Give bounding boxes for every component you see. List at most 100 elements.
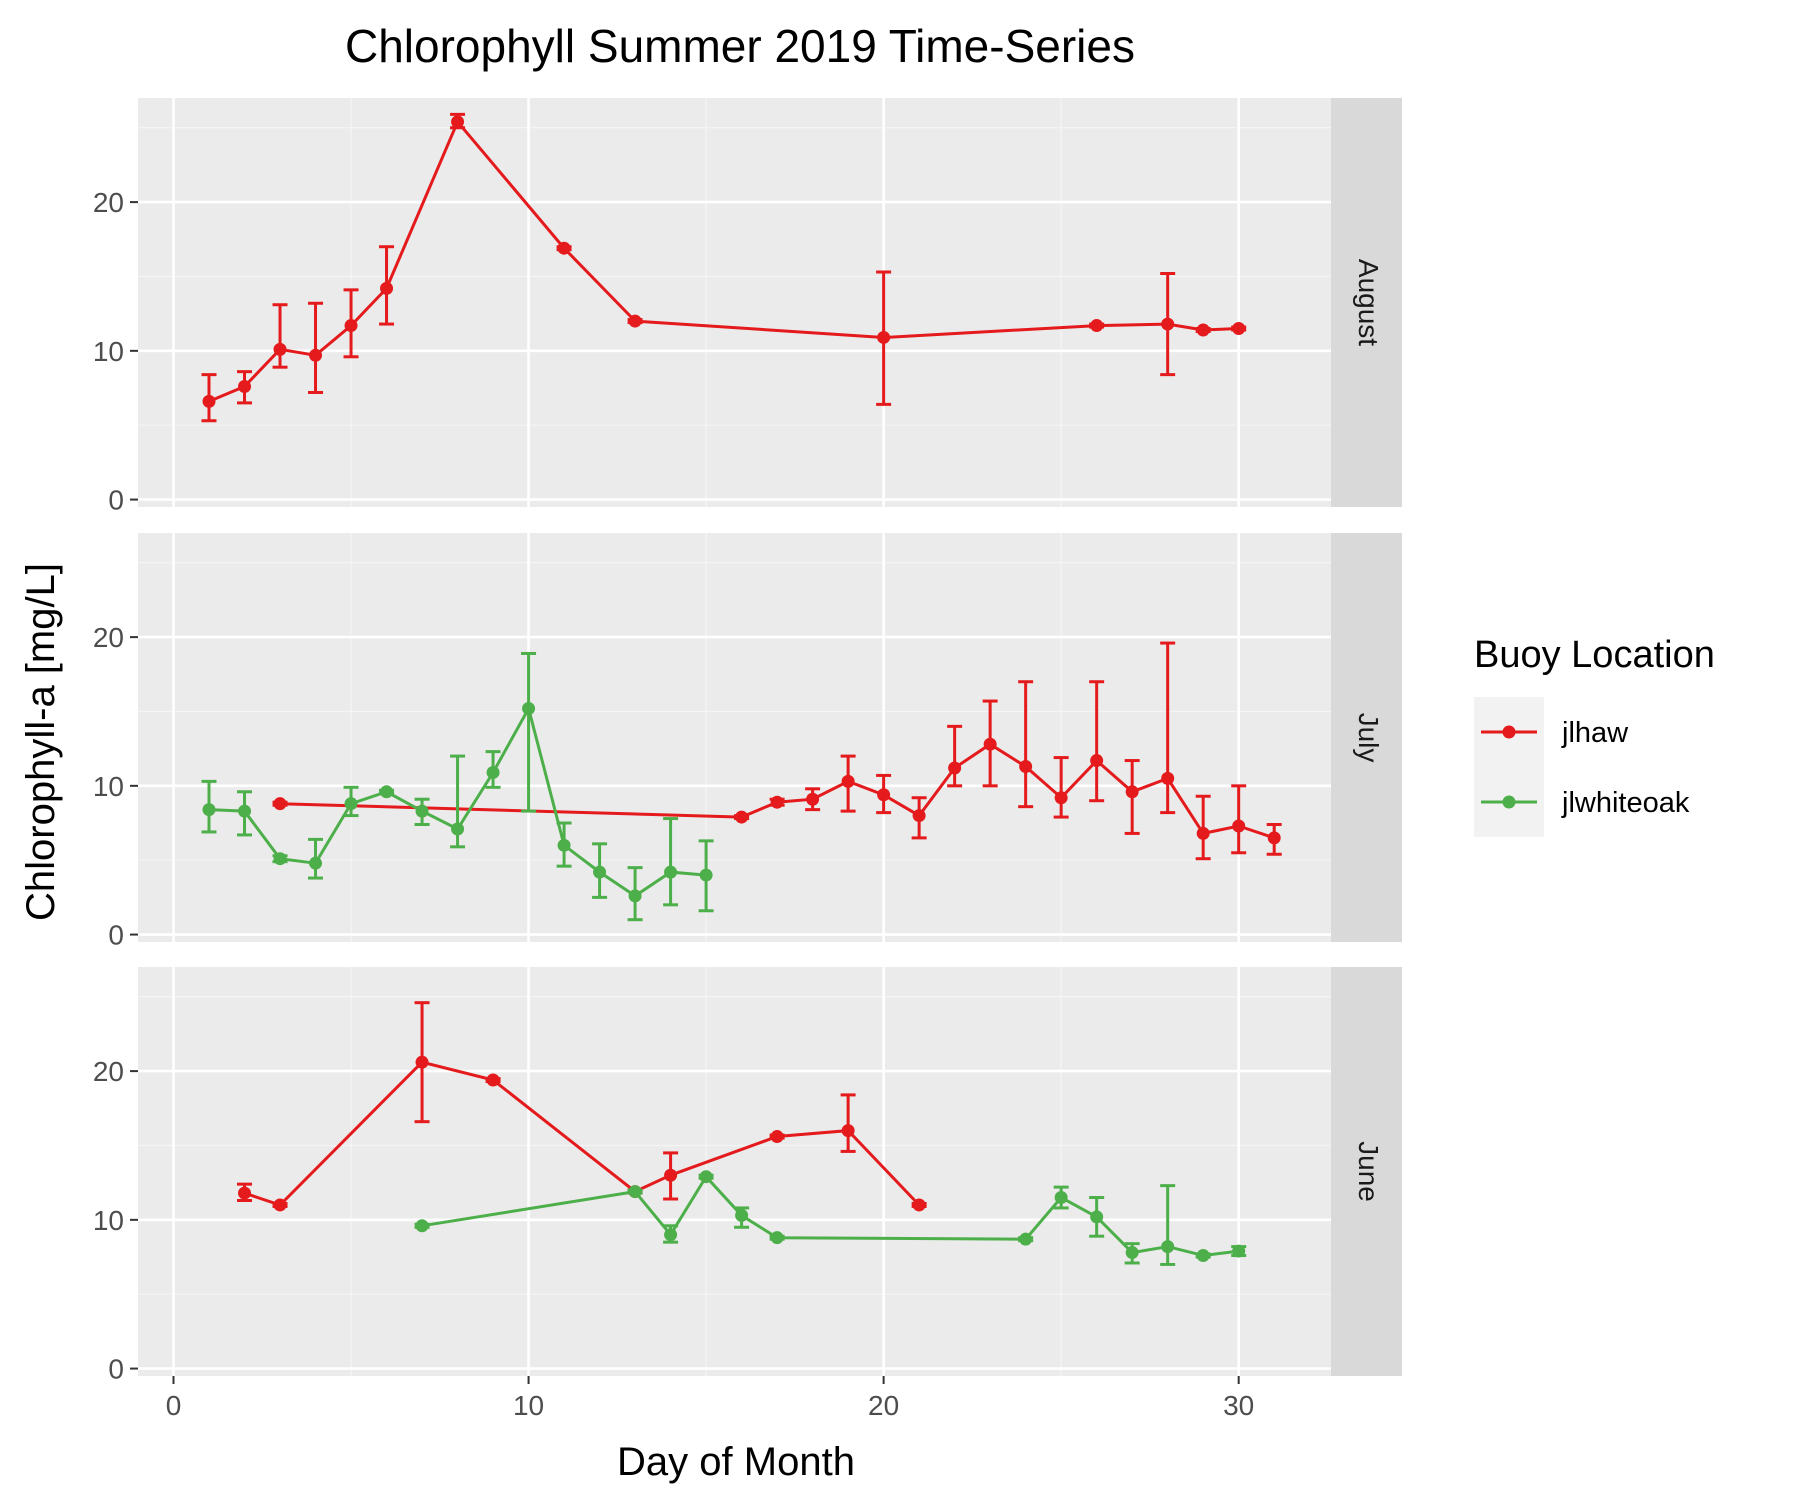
y-tick-label: 10 [93, 1205, 124, 1236]
data-point [1125, 1246, 1139, 1260]
data-point [664, 1228, 678, 1242]
data-point [344, 319, 358, 333]
y-tick-label: 10 [93, 771, 124, 802]
legend-label: jlhaw [1561, 717, 1629, 749]
data-point [1090, 1210, 1104, 1224]
data-point [451, 822, 465, 836]
data-point [770, 795, 784, 809]
data-point [735, 1208, 749, 1222]
data-point [1196, 323, 1210, 337]
data-point [451, 115, 465, 129]
data-point [735, 810, 749, 824]
data-point [1054, 791, 1068, 805]
chart-title: Chlorophyll Summer 2019 Time-Series [345, 20, 1135, 72]
data-point [557, 838, 571, 852]
error-bar [840, 1093, 856, 1153]
data-point [628, 889, 642, 903]
panels: 0 10 20 August 0 10 20 July 0 10 20 June [93, 98, 1402, 1385]
data-point [1019, 760, 1033, 774]
data-point [877, 788, 891, 802]
series-jlhaw [201, 112, 1247, 423]
data-point [522, 701, 536, 715]
y-tick-label: 10 [93, 336, 124, 367]
data-point [202, 394, 216, 408]
error-bar [272, 303, 288, 369]
x-axis: 0 10 20 30 [166, 1376, 1254, 1421]
y-tick-label: 0 [108, 920, 124, 951]
data-point [415, 804, 429, 818]
data-point [841, 1124, 855, 1138]
data-point [1054, 1191, 1068, 1205]
error-bar [947, 724, 963, 788]
data-point [699, 868, 713, 882]
y-tick-label: 20 [93, 1056, 124, 1087]
data-point [238, 804, 252, 818]
data-point [628, 1185, 642, 1199]
data-point [273, 342, 287, 356]
data-point [273, 1198, 287, 1212]
data-point [1232, 1244, 1246, 1258]
data-point [273, 797, 287, 811]
data-point [770, 1231, 784, 1245]
data-point [202, 803, 216, 817]
data-point [1161, 317, 1175, 331]
facet-strip-label: August [1353, 259, 1384, 346]
data-point [1232, 322, 1246, 336]
data-point [273, 852, 287, 866]
series-jlhaw [272, 641, 1282, 861]
error-bar [1053, 756, 1069, 819]
panel-background [138, 98, 1331, 507]
data-point [664, 865, 678, 879]
data-point [486, 1073, 500, 1087]
y-tick-label: 20 [93, 622, 124, 653]
data-point [238, 1186, 252, 1200]
data-point [1196, 1249, 1210, 1263]
data-point [309, 856, 323, 870]
data-point [1161, 1240, 1175, 1254]
series-jlwhiteoak [414, 1170, 1247, 1266]
panel-july: 0 10 20 July [93, 533, 1402, 951]
facet-strip [1331, 533, 1402, 942]
data-point [1090, 754, 1104, 768]
y-axis-title: Chlorophyll-a [mg/L] [19, 563, 63, 921]
x-tick-label: 10 [513, 1390, 544, 1421]
data-point [1019, 1232, 1033, 1246]
data-point [664, 1168, 678, 1182]
legend: Buoy Location jlhaw jlwhiteoak [1474, 634, 1715, 837]
data-point [912, 809, 926, 823]
series-jlhaw [237, 1001, 927, 1212]
series-jlwhiteoak [201, 651, 714, 922]
error-bar [663, 817, 679, 907]
data-point [593, 865, 607, 879]
facet-strip [1331, 967, 1402, 1376]
legend-key-point [1502, 795, 1516, 809]
data-point [380, 785, 394, 799]
data-point [1232, 819, 1246, 833]
error-bar [1231, 784, 1247, 855]
error-bar [521, 651, 537, 813]
y-tick-label: 0 [108, 485, 124, 516]
data-point [1267, 831, 1281, 845]
legend-item-jlwhiteoak: jlwhiteoak [1474, 767, 1690, 837]
y-tick-label: 0 [108, 1354, 124, 1385]
data-point [486, 765, 500, 779]
data-point [983, 737, 997, 751]
data-point [1196, 826, 1210, 840]
data-point [877, 330, 891, 344]
legend-title: Buoy Location [1474, 634, 1715, 676]
x-tick-label: 30 [1223, 1390, 1254, 1421]
data-point [699, 1170, 713, 1184]
y-tick-label: 20 [93, 187, 124, 218]
legend-key-point [1502, 725, 1516, 739]
legend-item-jlhaw: jlhaw [1474, 697, 1629, 767]
error-bar [1018, 680, 1034, 809]
data-point [1161, 771, 1175, 785]
panel-background [138, 533, 1331, 942]
facet-strip-label: July [1353, 713, 1384, 763]
error-bar [308, 301, 324, 394]
data-point [1090, 319, 1104, 333]
data-point [557, 241, 571, 255]
error-bar [1089, 680, 1105, 803]
data-point [380, 281, 394, 295]
